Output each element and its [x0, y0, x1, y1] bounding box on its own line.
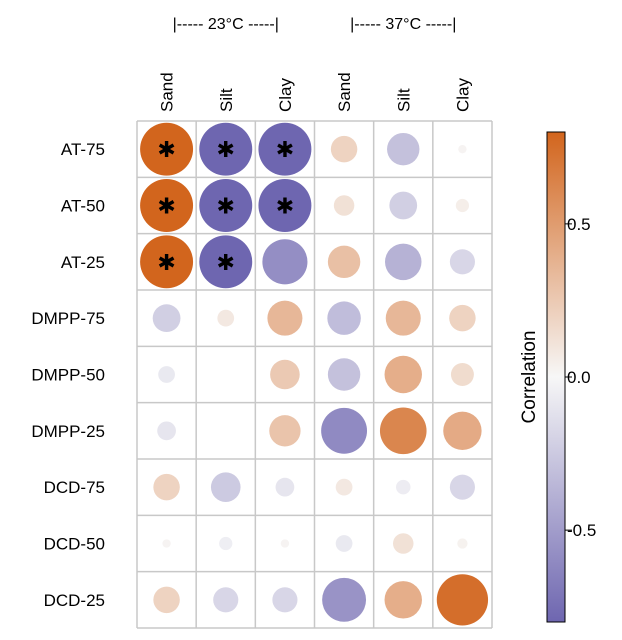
colorbar-ticks: 0.5 0.0 -0.5 [565, 215, 596, 540]
cell-DMPP-25-Silt-4 [379, 407, 427, 455]
cell-AT-50-Sand-0 [140, 179, 194, 232]
cell-DMPP-50-Clay-5 [450, 363, 474, 386]
cell-DMPP-75-Silt-4 [385, 300, 421, 336]
cell-DMPP-75-Sand-3 [327, 301, 361, 335]
cell-DMPP-25-Clay-2 [269, 415, 301, 447]
cell-DMPP-25-Sand-0 [157, 421, 176, 441]
cell-DCD-75-Clay-5 [449, 474, 475, 500]
cell-DCD-50-Clay-5 [457, 538, 468, 549]
group-label-0: |----- 23°C -----| [173, 16, 279, 33]
cell-AT-75-Clay-5 [458, 144, 467, 154]
cell-AT-75-Sand-0 [140, 122, 194, 176]
cell-AT-25-Sand-3 [327, 245, 361, 279]
column-label-5: Clay [453, 77, 472, 112]
row-label-8: DCD-25 [44, 591, 105, 610]
cell-DCD-50-Sand-3 [335, 535, 353, 552]
cell-DCD-50-Silt-1 [219, 536, 233, 551]
column-label-2: Clay [276, 77, 295, 112]
colorbar-tick-label: 0.0 [567, 368, 591, 387]
row-label-4: DMPP-50 [31, 366, 105, 385]
row-label-7: DCD-50 [44, 535, 105, 554]
significance-marker: ✱ [217, 137, 235, 162]
significance-marker: ✱ [157, 194, 175, 219]
cell-DCD-75-Silt-4 [395, 479, 411, 495]
cell-DMPP-75-Sand-0 [152, 304, 181, 333]
cell-AT-75-Silt-4 [387, 132, 420, 166]
significance-marker: ✱ [276, 137, 294, 162]
cell-AT-25-Clay-5 [449, 249, 475, 275]
heatmap-grid [136, 120, 493, 629]
cell-AT-50-Sand-3 [333, 195, 355, 216]
cell-AT-50-Silt-4 [389, 191, 418, 220]
cell-AT-75-Silt-1 [199, 122, 253, 176]
cell-DCD-25-Silt-4 [384, 581, 422, 619]
significance-marker: ✱ [276, 194, 294, 219]
colorbar: 0.5 0.0 -0.5 Correlation [519, 131, 596, 623]
group-labels: |----- 23°C -----| |----- 37°C -----| [173, 16, 457, 33]
cell-AT-75-Clay-2 [258, 122, 312, 176]
cell-DMPP-75-Clay-5 [449, 304, 476, 332]
cell-DMPP-75-Clay-2 [267, 300, 303, 336]
cell-AT-50-Clay-2 [258, 179, 312, 232]
row-labels: AT-75 AT-50 AT-25 DMPP-75 DMPP-50 DMPP-25 DCD-… [31, 140, 105, 610]
cell-DMPP-50-Sand-0 [158, 366, 175, 383]
cell-DCD-25-Clay-2 [272, 587, 298, 613]
cell-DCD-25-Silt-1 [213, 587, 239, 613]
cell-AT-50-Clay-5 [455, 198, 470, 213]
column-label-0: Sand [158, 72, 177, 112]
group-label-1: |----- 37°C -----| [350, 16, 456, 33]
cell-AT-25-Sand-0 [140, 235, 194, 289]
cell-DMPP-25-Clay-5 [443, 411, 482, 451]
heatmap-cells: ✱ ✱ ✱ ✱ ✱ ✱ ✱ ✱ [140, 122, 489, 626]
cell-AT-25-Silt-4 [385, 243, 422, 281]
row-label-5: DMPP-25 [31, 422, 105, 441]
cell-DCD-50-Silt-4 [392, 533, 414, 554]
column-label-1: Silt [217, 88, 236, 112]
significance-marker: ✱ [157, 137, 175, 162]
cell-DCD-75-Sand-3 [335, 478, 353, 496]
row-label-0: AT-75 [61, 140, 105, 159]
column-label-3: Sand [335, 72, 354, 112]
cell-DCD-25-Clay-5 [436, 574, 489, 626]
row-label-6: DCD-75 [44, 478, 105, 497]
significance-marker: ✱ [217, 250, 235, 275]
cell-DCD-25-Sand-0 [153, 586, 180, 614]
colorbar-title: Correlation [519, 331, 540, 424]
cell-DCD-75-Silt-1 [210, 472, 241, 502]
column-labels: Sand Silt Clay Sand Silt Clay [158, 72, 473, 112]
cell-AT-25-Clay-2 [262, 239, 308, 285]
colorbar-tick-label: 0.5 [567, 215, 591, 234]
cell-DMPP-50-Clay-2 [270, 359, 300, 390]
cell-DMPP-50-Silt-4 [384, 355, 422, 394]
row-label-1: AT-50 [61, 197, 105, 216]
cell-DCD-25-Sand-3 [322, 577, 367, 622]
cell-DCD-50-Clay-2 [280, 539, 290, 548]
row-label-3: DMPP-75 [31, 309, 105, 328]
column-label-4: Silt [394, 88, 413, 112]
cell-AT-25-Silt-1 [199, 235, 253, 289]
cell-AT-50-Silt-1 [199, 179, 253, 232]
row-label-2: AT-25 [61, 253, 105, 272]
cell-DCD-75-Sand-0 [153, 473, 180, 501]
cell-DCD-50-Sand-0 [162, 539, 171, 548]
cell-DMPP-75-Silt-1 [217, 309, 235, 327]
colorbar-gradient [546, 131, 566, 623]
significance-marker: ✱ [217, 194, 235, 219]
cell-AT-75-Sand-3 [330, 135, 358, 163]
cell-DMPP-50-Sand-3 [327, 358, 361, 391]
significance-marker: ✱ [157, 250, 175, 275]
colorbar-tick-label: -0.5 [567, 521, 596, 540]
cell-DCD-75-Clay-2 [275, 477, 295, 497]
cell-DMPP-25-Sand-3 [321, 407, 368, 454]
